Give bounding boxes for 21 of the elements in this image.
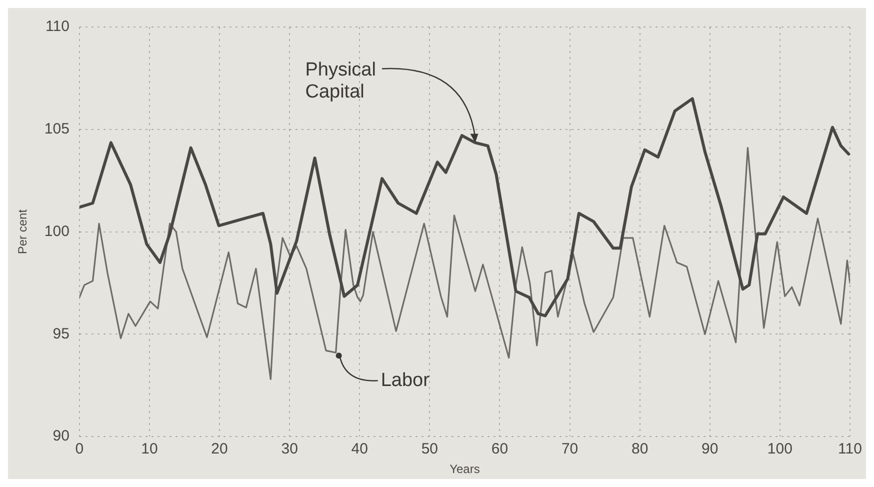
y-axis-title: Per cent (16, 208, 30, 254)
annotation: Physical Capital (305, 60, 376, 103)
y-tick-label: 95 (52, 325, 70, 342)
x-tick-label: 50 (421, 440, 438, 458)
annotation: Labor (380, 370, 430, 391)
y-tick-label: 90 (52, 428, 70, 445)
x-tick-label: 30 (281, 440, 298, 458)
x-tick-label: 100 (767, 440, 792, 458)
x-tick-label: 10 (141, 440, 158, 458)
x-tick-label: 0 (75, 440, 84, 458)
x-tick-label: 60 (491, 440, 508, 458)
x-tick-label: 110 (838, 440, 862, 458)
x-tick-label: 80 (632, 440, 648, 458)
x-tick-label: 20 (211, 440, 228, 458)
x-tick-label: 90 (702, 440, 718, 458)
y-tick-label: 105 (44, 120, 70, 138)
x-tick-label: 70 (561, 440, 578, 458)
x-axis-title: Years (450, 462, 480, 476)
y-tick-label: 100 (44, 222, 70, 240)
x-tick-label: 40 (351, 440, 368, 458)
y-tick-label: 110 (46, 18, 70, 36)
